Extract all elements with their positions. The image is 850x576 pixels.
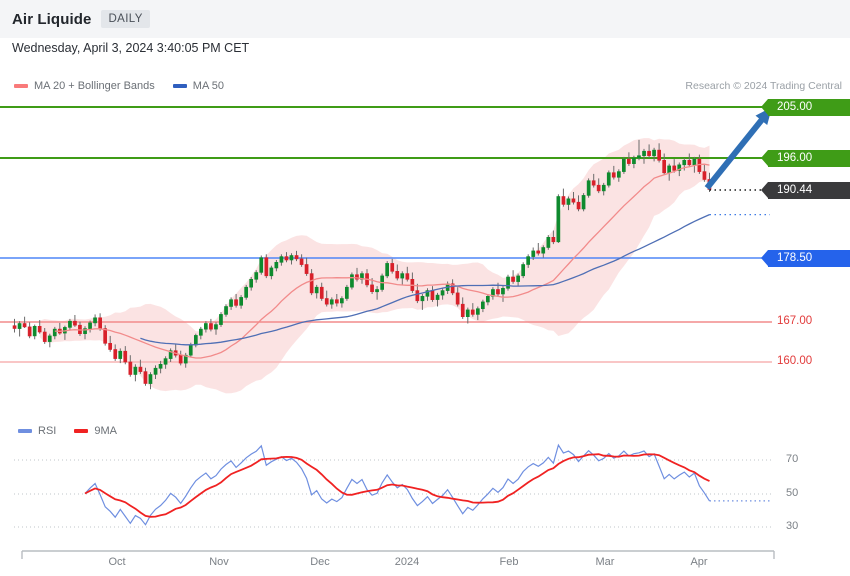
x-axis: Oct Nov Dec 2024 Feb Mar Apr bbox=[0, 545, 850, 576]
price-label-support-160: 160.00 bbox=[777, 355, 813, 367]
rsi-legend: RSI 9MA bbox=[18, 425, 135, 437]
bullish-target-arrow bbox=[704, 107, 772, 190]
timestamp-label: Wednesday, April 3, 2024 3:40:05 PM CET bbox=[12, 41, 250, 55]
ma50-line bbox=[140, 214, 710, 346]
rsi-swatch-icon bbox=[18, 429, 32, 433]
x-axis-bracket bbox=[21, 550, 775, 559]
header-bar: Air Liquide DAILY bbox=[0, 0, 850, 38]
legend-label: RSI bbox=[38, 425, 57, 437]
page-title: Air Liquide bbox=[12, 10, 92, 28]
price-chart-pane bbox=[0, 96, 850, 416]
legend-label: MA 50 bbox=[192, 80, 224, 92]
x-tick-feb: Feb bbox=[499, 556, 519, 568]
price-tag-resistance-205: 205.00 bbox=[761, 98, 850, 116]
x-tick-nov: Nov bbox=[209, 556, 229, 568]
candlestick-series bbox=[12, 139, 712, 390]
timeframe-badge[interactable]: DAILY bbox=[101, 10, 150, 28]
ma50-swatch-icon bbox=[172, 84, 187, 88]
price-label-support-167: 167.00 bbox=[777, 315, 813, 327]
legend-item-rsi-9ma[interactable]: 9MA bbox=[74, 425, 117, 437]
price-legend: MA 20 + Bollinger Bands MA 50 bbox=[14, 80, 242, 92]
research-credit: Research © 2024 Trading Central bbox=[685, 80, 842, 92]
ma20-line bbox=[54, 163, 710, 359]
x-tick-mar: Mar bbox=[595, 556, 615, 568]
price-tag-resistance-196: 196.00 bbox=[761, 149, 850, 167]
rsi-chart-pane bbox=[0, 440, 850, 540]
rsi-line bbox=[84, 443, 711, 526]
rsi-9ma-line bbox=[84, 453, 710, 518]
x-tick-dec: Dec bbox=[310, 556, 330, 568]
legend-item-ma20-bollinger[interactable]: MA 20 + Bollinger Bands bbox=[14, 80, 155, 92]
rsi-level-50: 50 bbox=[786, 487, 799, 499]
ma20-bollinger-swatch-icon bbox=[14, 84, 28, 88]
legend-label: 9MA bbox=[94, 425, 117, 437]
x-tick-oct: Oct bbox=[108, 556, 126, 568]
x-tick-2024: 2024 bbox=[394, 556, 420, 568]
price-tag-pivot-178-50: 178.50 bbox=[761, 249, 850, 267]
rsi-9ma-swatch-icon bbox=[74, 429, 89, 433]
price-tag-last-price-190-44: 190.44 bbox=[761, 181, 850, 199]
rsi-level-70: 70 bbox=[786, 453, 799, 465]
x-tick-apr: Apr bbox=[690, 556, 708, 568]
legend-item-rsi[interactable]: RSI bbox=[18, 425, 56, 437]
legend-item-ma50[interactable]: MA 50 bbox=[172, 80, 224, 92]
rsi-level-30: 30 bbox=[786, 520, 799, 532]
legend-label: MA 20 + Bollinger Bands bbox=[34, 80, 155, 92]
bollinger-band-fill bbox=[39, 138, 710, 394]
